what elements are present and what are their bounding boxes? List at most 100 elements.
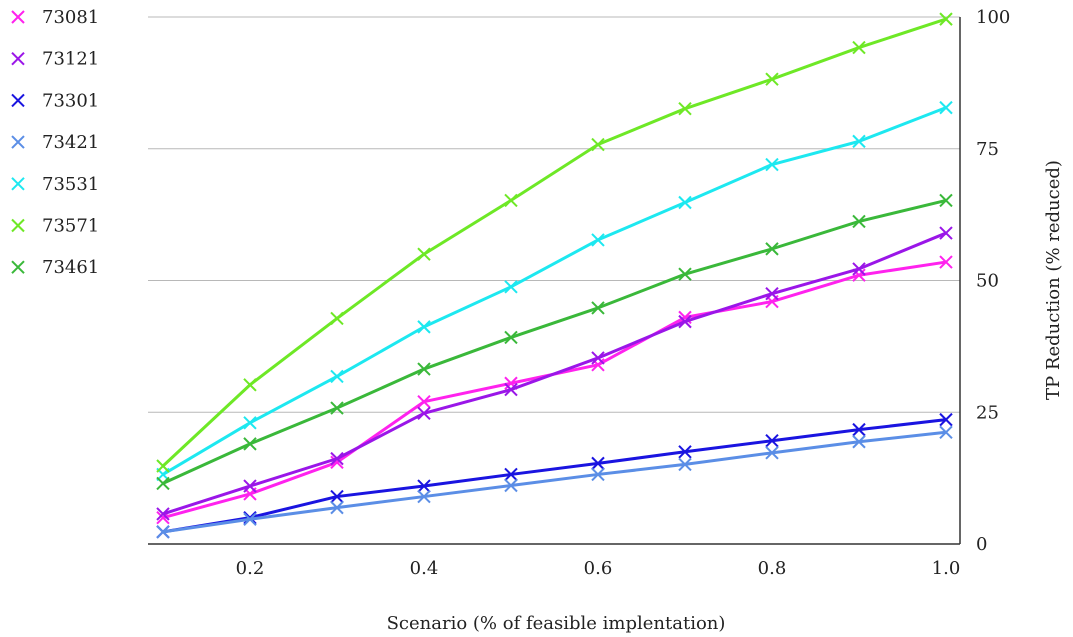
data-point [243,378,257,392]
data-point [678,195,692,210]
data-point [852,134,866,149]
data-point [417,395,431,409]
legend-marker [11,135,25,149]
data-point [939,412,953,427]
legend-label: 73571 [42,216,99,237]
series-73461 [156,193,953,491]
x-tick-label: 0.2 [236,558,265,579]
data-point [939,193,953,208]
data-point [504,382,518,397]
data-point [504,193,518,208]
data-point [243,437,257,451]
data-point [678,445,692,459]
series-73081 [156,255,953,525]
data-point [939,100,953,115]
data-point [330,500,344,515]
gridlines [148,16,960,413]
data-point [243,512,257,526]
data-point [417,247,431,261]
data-point [678,314,692,329]
y-axis-title: TP Reduction (% reduced) [1043,160,1064,400]
data-point [243,479,257,493]
data-point [417,320,431,334]
data-point [591,233,605,247]
data-point [765,72,779,86]
legend-item: 73571 [11,216,99,237]
data-point [156,507,170,521]
series-line [161,17,947,468]
data-point [504,467,518,482]
data-point [504,330,518,345]
series-73121 [156,226,953,521]
y-tick-label: 50 [976,271,999,292]
data-point [765,434,779,448]
legend-marker [11,10,25,24]
data-point [852,214,866,229]
data-point [330,369,344,384]
legend-item: 73421 [11,132,99,153]
series-73531 [156,100,953,482]
x-tick-label: 0.6 [584,558,613,579]
series-line [162,418,947,534]
data-point [504,478,518,493]
series-73571 [156,12,953,473]
series-line [162,106,947,476]
x-tick-label: 0.4 [410,558,439,579]
legend-marker [11,218,25,233]
data-point [678,457,692,472]
data-point [156,476,170,491]
legend-label: 73121 [42,49,99,70]
data-point [939,12,953,26]
legend-item: 73121 [11,49,99,70]
data-point [678,101,692,116]
data-point [591,137,605,152]
data-point [417,479,431,493]
legend-item: 73531 [11,174,99,195]
data-point [417,489,431,504]
x-axis-title: Scenario (% of feasible implentation) [387,613,726,634]
legend-label: 73531 [42,174,99,195]
legend-marker [11,260,25,274]
legend-label: 73461 [42,257,99,278]
data-point [156,459,170,473]
data-point [330,489,344,504]
y-tick-label: 75 [976,139,999,160]
data-point [852,262,866,276]
legend-item: 73461 [11,257,99,278]
data-point [243,416,257,430]
y-tick-label: 0 [976,534,987,555]
data-point [156,525,170,539]
legend-item: 73081 [11,7,99,28]
legend-marker [11,93,25,108]
series-line [162,198,947,485]
y-tick-label: 100 [976,7,1010,28]
legend: 73081 73121 73301 73421 73531 73571 73461 [11,7,99,278]
legend-label: 73081 [42,7,99,28]
axes [148,17,961,545]
data-point [765,286,779,301]
legend-marker [11,51,25,66]
data-point [591,467,605,482]
series-line [162,430,947,534]
data-point [765,157,779,172]
tick-labels: 0.2 0.4 0.6 0.8 1.0 0 25 50 75 100 [236,7,1011,579]
legend-marker [11,177,25,191]
data-point [765,242,779,256]
data-point [852,435,866,449]
data-point [591,456,605,471]
data-point [504,280,518,294]
series-73421 [156,425,953,539]
data-point [330,451,344,466]
legend-item: 73301 [11,90,99,111]
series-line [162,231,947,516]
x-tick-label: 0.8 [758,558,787,579]
data-point [765,446,779,460]
x-tick-label: 1.0 [932,558,961,579]
data-point [417,362,431,376]
series-lines [156,12,953,539]
legend-label: 73301 [42,90,99,111]
data-point [243,510,257,525]
data-point [939,425,953,439]
data-point [330,401,344,415]
